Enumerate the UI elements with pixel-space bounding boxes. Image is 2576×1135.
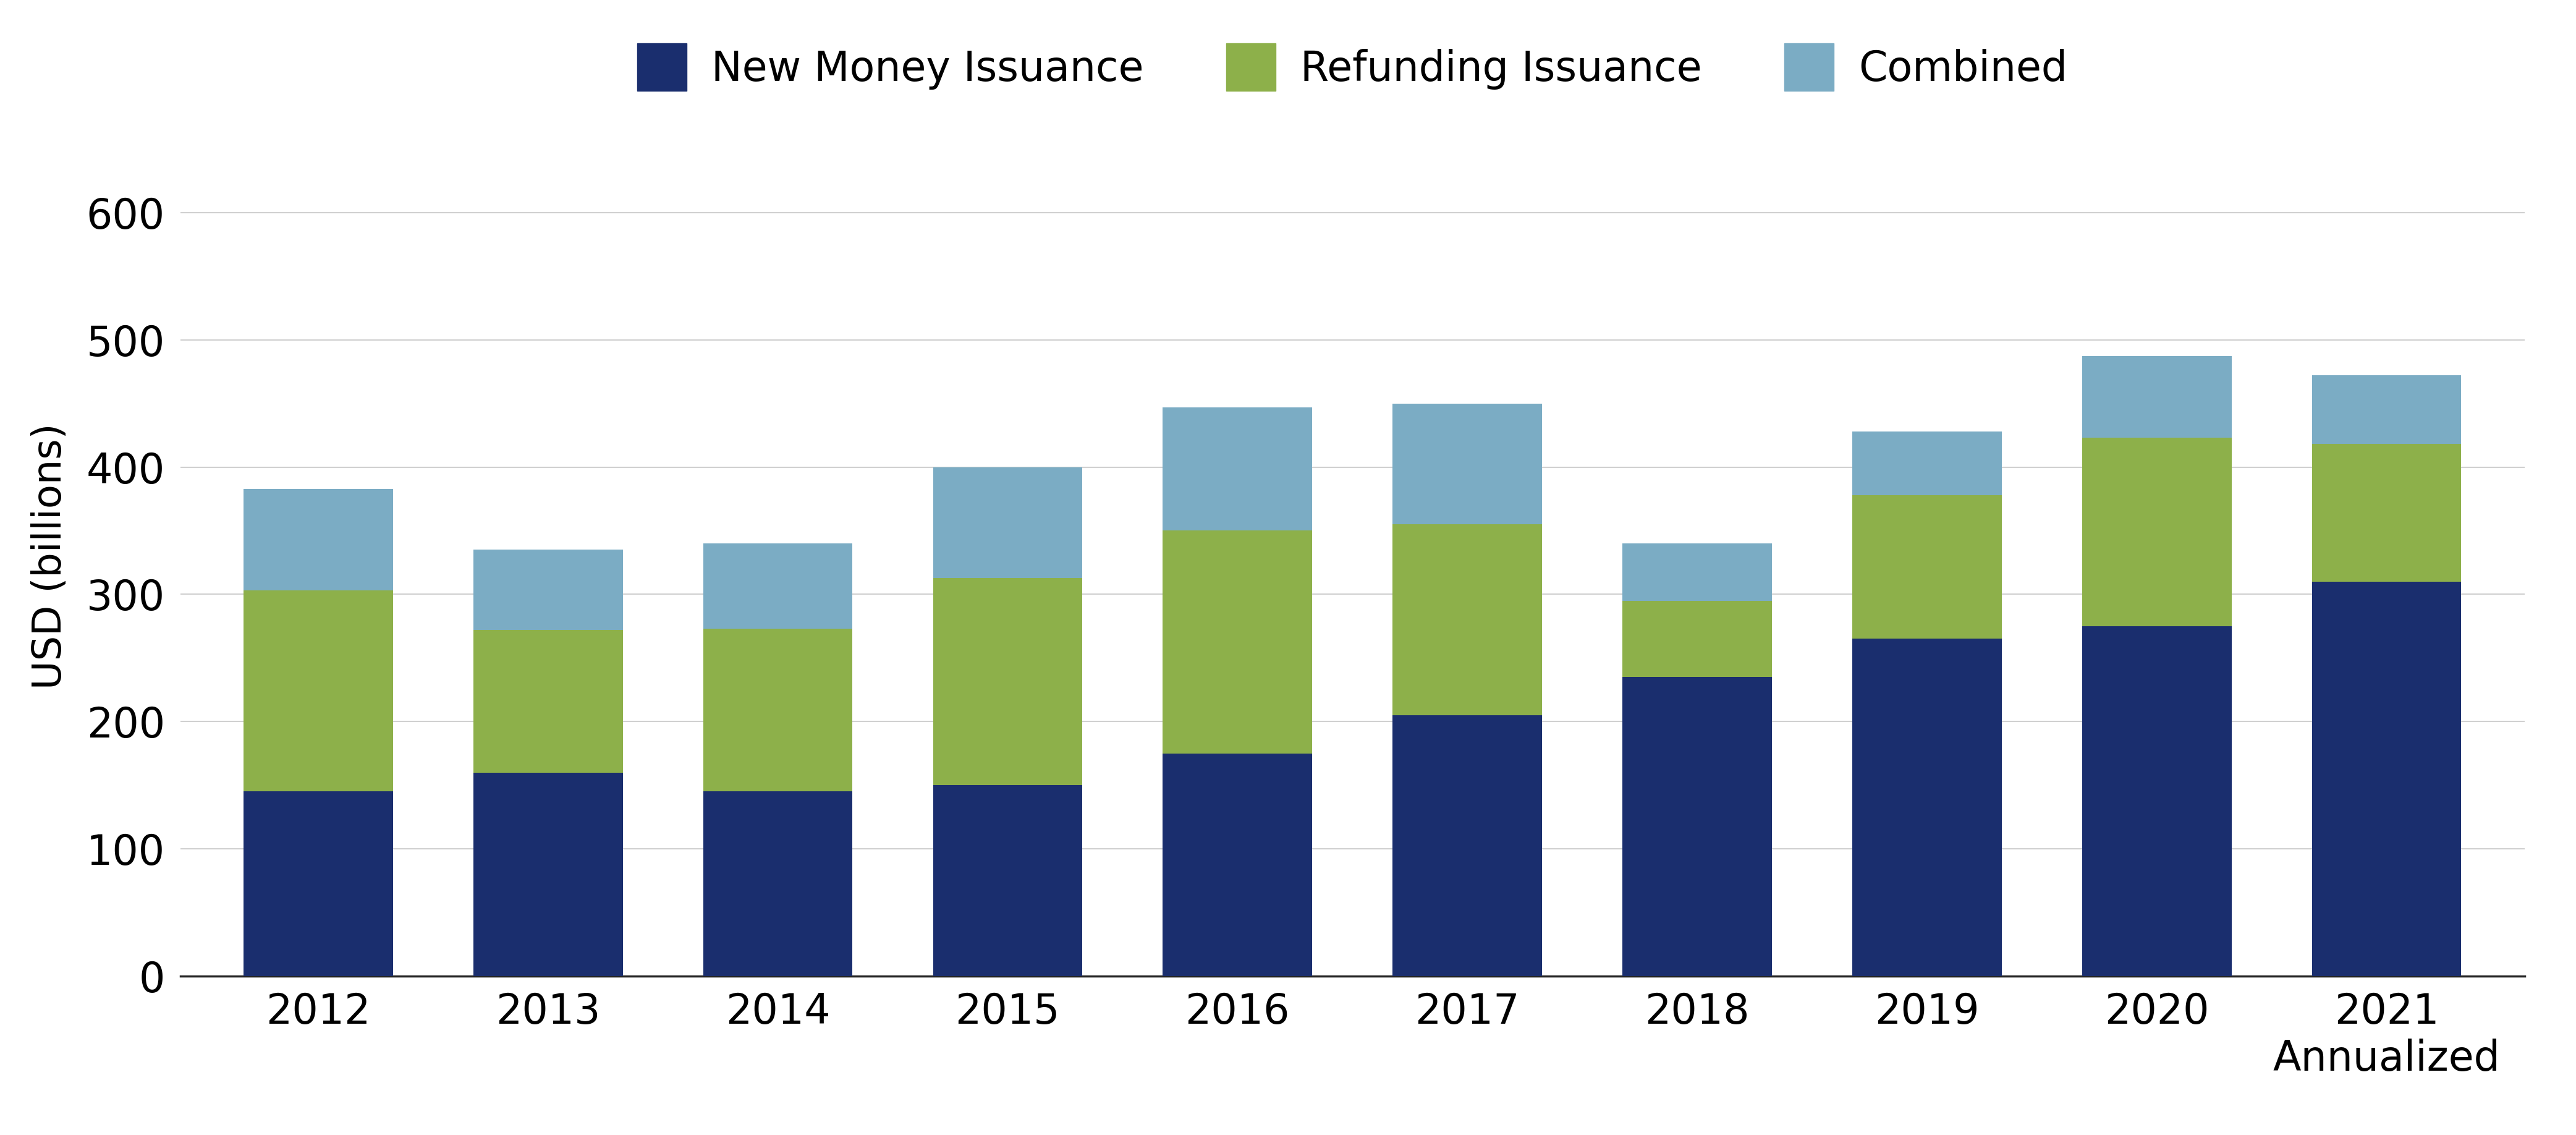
Bar: [245, 590, 394, 791]
Bar: [245, 791, 394, 976]
Bar: [2311, 376, 2460, 444]
Bar: [1852, 495, 2002, 639]
Bar: [703, 629, 853, 791]
Y-axis label: USD (billions): USD (billions): [31, 423, 70, 689]
Bar: [1394, 524, 1543, 715]
Bar: [1623, 678, 1772, 976]
Bar: [1162, 407, 1311, 531]
Bar: [933, 578, 1082, 785]
Bar: [2081, 438, 2231, 627]
Bar: [474, 630, 623, 773]
Bar: [1623, 544, 1772, 600]
Bar: [1852, 639, 2002, 976]
Bar: [2311, 444, 2460, 581]
Bar: [1623, 600, 1772, 678]
Bar: [245, 489, 394, 590]
Bar: [1394, 715, 1543, 976]
Bar: [1394, 403, 1543, 524]
Bar: [933, 468, 1082, 578]
Bar: [1162, 754, 1311, 976]
Bar: [703, 544, 853, 629]
Bar: [703, 791, 853, 976]
Bar: [933, 785, 1082, 976]
Bar: [1852, 431, 2002, 495]
Bar: [2081, 356, 2231, 438]
Bar: [2311, 581, 2460, 976]
Bar: [2081, 627, 2231, 976]
Bar: [1162, 531, 1311, 754]
Bar: [474, 773, 623, 976]
Bar: [474, 549, 623, 630]
Legend: New Money Issuance, Refunding Issuance, Combined: New Money Issuance, Refunding Issuance, …: [621, 27, 2084, 108]
